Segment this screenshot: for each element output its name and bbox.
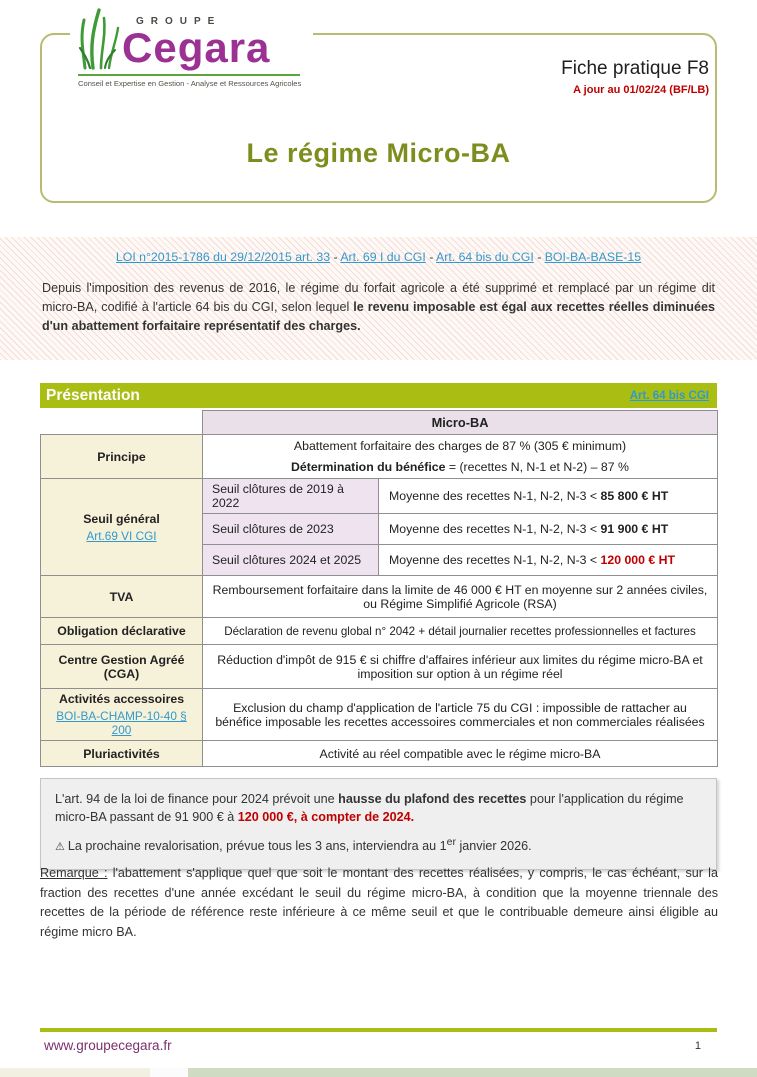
notice-line2-part2: janvier 2026. (455, 838, 532, 853)
fiche-update-date: A jour au 01/02/24 (BF/LB) (573, 84, 709, 96)
link-art-64bis[interactable]: Art. 64 bis du CGI (436, 250, 534, 264)
seuil-value-1: Moyenne des recettes N-1, N-2, N-3 < 85 … (378, 478, 718, 514)
obligation-cell: Déclaration de revenu global n° 2042 + d… (202, 617, 718, 645)
seuil-period-2: Seuil clôtures de 2023 (202, 513, 379, 545)
row-label-seuil-general: Seuil général Art.69 VI CGI (40, 478, 203, 576)
principe-line2: Détermination du bénéfice = (recettes N,… (209, 460, 711, 474)
bottom-strip-segment (0, 1068, 150, 1077)
seuil-amount-1: 85 800 € HT (600, 489, 669, 503)
principe-line2-bold: Détermination du bénéfice (291, 460, 446, 474)
warning-icon: ⚠ (55, 840, 65, 853)
presentation-table: Micro-BA Principe Abattement forfaitaire… (40, 410, 718, 767)
intro-text: Depuis l'imposition des revenus de 2016,… (42, 281, 715, 315)
footer-divider (40, 1028, 717, 1032)
link-loi-2015[interactable]: LOI n°2015-1786 du 29/12/2015 art. 33 (115, 250, 331, 264)
bottom-strip-segment (188, 1068, 757, 1077)
link-art69-vi-cgi[interactable]: Art.69 VI CGI (86, 528, 157, 543)
pluriactivites-cell: Activité au réel compatible avec le régi… (202, 740, 718, 767)
link-boi-ba-champ[interactable]: BOI-BA-CHAMP-10-40 § 200 (56, 709, 187, 737)
cga-cell: Réduction d'impôt de 915 € si chiffre d'… (202, 644, 718, 689)
notice-part1: L'art. 94 de la loi de finance pour 2024… (55, 792, 339, 806)
notice-box: L'art. 94 de la loi de finance pour 2024… (40, 778, 717, 870)
logo-tagline: Conseil et Expertise en Gestion - Analys… (78, 79, 302, 88)
seuil-value-3: Moyenne des recettes N-1, N-2, N-3 < 120… (378, 544, 718, 576)
page-number: 1 (694, 1040, 701, 1052)
remark-label: Remarque : (40, 866, 108, 880)
notice-bold: hausse du plafond des recettes (338, 792, 527, 806)
principe-cell: Abattement forfaitaire des charges de 87… (202, 434, 718, 479)
seuil-text-3: Moyenne des recettes N-1, N-2, N-3 < (389, 553, 601, 567)
link-separator: - (333, 250, 341, 264)
seuil-value-2: Moyenne des recettes N-1, N-2, N-3 < 91 … (378, 513, 718, 545)
link-art-69[interactable]: Art. 69 I du CGI (340, 250, 426, 264)
notice-line2-part1: La prochaine revalorisation, prévue tous… (67, 838, 447, 853)
seuil-text-2: Moyenne des recettes N-1, N-2, N-3 < (389, 522, 601, 536)
seuil-period-3: Seuil clôtures 2024 et 2025 (202, 544, 379, 576)
footer-website-link[interactable]: www.groupecegara.fr (44, 1038, 172, 1053)
empty-corner-cell (40, 410, 203, 435)
link-separator: - (429, 250, 437, 264)
accessoires-label-text: Activités accessoires (58, 692, 185, 706)
logo-divider (78, 74, 300, 76)
remark-text: l'abattement s'applique quel que soit le… (40, 866, 718, 939)
remark-paragraph: Remarque : l'abattement s'applique quel … (40, 864, 718, 942)
intro-bold-text: le revenu imposable est égal aux recette… (42, 300, 715, 334)
table-row-principe: Principe Abattement forfaitaire des char… (40, 434, 718, 479)
reference-band: LOI n°2015-1786 du 29/12/2015 art. 33 - … (0, 237, 757, 360)
row-label-obligation: Obligation déclarative (40, 617, 203, 645)
tva-cell: Remboursement forfaitaire dans la limite… (202, 575, 718, 618)
table-row-accessoires: Activités accessoires BOI-BA-CHAMP-10-40… (40, 688, 718, 741)
notice-line1: L'art. 94 de la loi de finance pour 2024… (55, 790, 702, 827)
cegara-logo: GROUPE Cegara Conseil et Expertise en Ge… (70, 2, 314, 92)
seuil-period-1: Seuil clôtures de 2019 à 2022 (202, 478, 379, 514)
notice-line2-sup: er (446, 835, 456, 848)
logo-brand-text: Cegara (122, 24, 271, 72)
grass-icon (78, 8, 120, 70)
link-separator: - (537, 250, 545, 264)
table-row-tva: TVA Remboursement forfaitaire dans la li… (40, 575, 718, 618)
table-row-pluriactivites: Pluriactivités Activité au réel compatib… (40, 740, 718, 767)
row-label-tva: TVA (40, 575, 203, 618)
legal-links-row: LOI n°2015-1786 du 29/12/2015 art. 33 - … (0, 250, 757, 264)
seuil-amount-2: 91 900 € HT (600, 522, 669, 536)
row-label-accessoires: Activités accessoires BOI-BA-CHAMP-10-40… (40, 688, 203, 741)
bottom-edge-strip (0, 1068, 757, 1077)
fiche-label: Fiche pratique F8 (561, 58, 709, 79)
section-link-art64[interactable]: Art. 64 bis CGI (629, 389, 709, 402)
page-title: Le régime Micro-BA (246, 138, 511, 168)
bottom-strip-segment (150, 1068, 188, 1077)
section-title: Présentation (46, 386, 140, 404)
logo-groupe-text: GROUPE (136, 16, 222, 28)
notice-red-text: 120 000 €, à compter de 2024. (237, 810, 415, 825)
accessoires-cell: Exclusion du champ d'application de l'ar… (202, 688, 718, 741)
section-bar-presentation: Présentation Art. 64 bis CGI (40, 383, 717, 408)
intro-paragraph: Depuis l'imposition des revenus de 2016,… (42, 279, 715, 336)
row-label-cga: Centre Gestion Agréé (CGA) (40, 644, 203, 689)
principe-line1: Abattement forfaitaire des charges de 87… (293, 439, 627, 453)
notice-line2: ⚠ La prochaine revalorisation, prévue tou… (55, 835, 702, 856)
table-row-seuil-2019-2022: Seuil général Art.69 VI CGI Seuil clôtur… (40, 478, 718, 576)
column-header-micro-ba: Micro-BA (202, 410, 718, 435)
row-label-pluriactivites: Pluriactivités (40, 740, 203, 767)
table-row-seuil-2023: Seuil clôtures de 2023 Moyenne des recet… (41, 513, 718, 545)
seuil-text-1: Moyenne des recettes N-1, N-2, N-3 < (389, 489, 601, 503)
seuil-amount-3: 120 000 € HT (600, 553, 676, 567)
notice-part2: pour l'application du régime micro-BA pa… (55, 792, 684, 825)
table-header-row: Micro-BA (40, 410, 718, 435)
principe-line2-rest: = (recettes N, N-1 et N-2) – 87 % (445, 460, 629, 474)
fiche-block: Fiche pratique F8 A jour au 01/02/24 (BF… (561, 58, 709, 96)
row-label-principe: Principe (40, 434, 203, 479)
table-row-obligation: Obligation déclarative Déclaration de re… (40, 617, 718, 645)
table-row-seuil-2024-2025: Seuil clôtures 2024 et 2025 Moyenne des … (41, 544, 718, 576)
seuil-label-text: Seuil général (83, 511, 160, 526)
table-row-cga: Centre Gestion Agréé (CGA) Réduction d'i… (40, 644, 718, 689)
link-boi-ba-base[interactable]: BOI-BA-BASE-15 (544, 250, 642, 264)
